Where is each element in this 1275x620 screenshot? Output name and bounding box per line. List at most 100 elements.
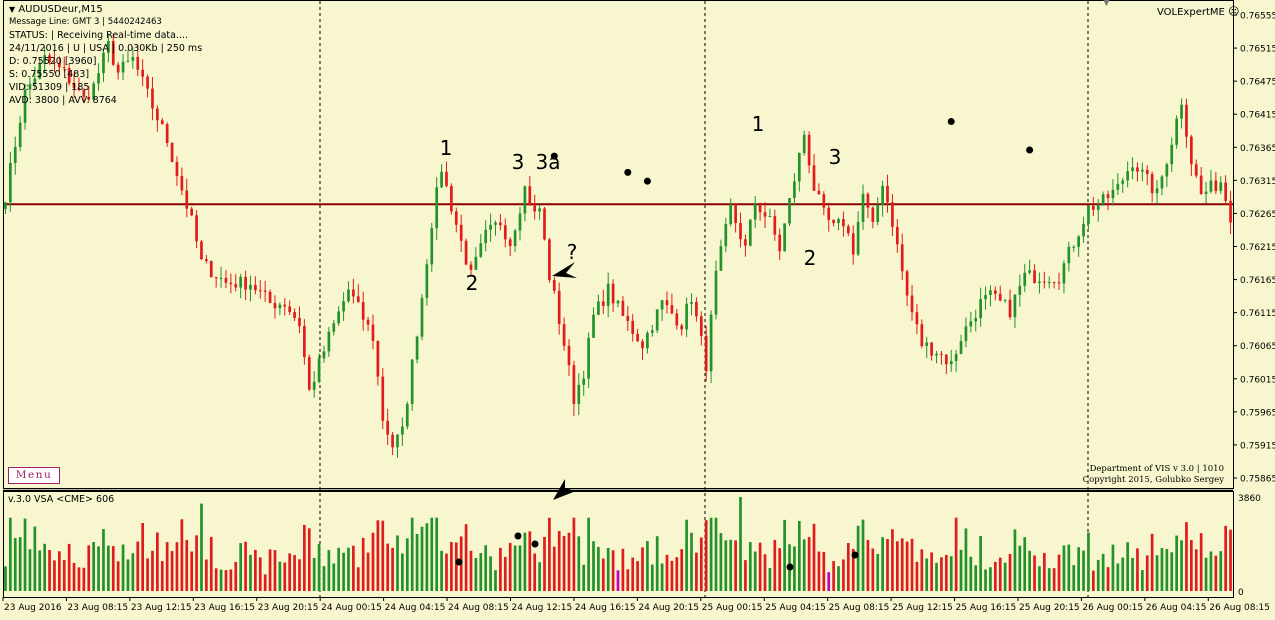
scroll-arrow-icon[interactable]: ▼: [1103, 0, 1110, 8]
dropdown-triangle-icon[interactable]: ▼: [9, 5, 16, 14]
volume-bar: [915, 561, 919, 591]
candle-body: [538, 208, 541, 212]
price-axis-label: 0.76365: [1240, 144, 1275, 154]
candle-body: [655, 309, 659, 331]
volume-bar: [1096, 559, 1100, 591]
volume-bar: [1140, 570, 1144, 591]
volume-bar: [18, 537, 22, 591]
volume-bar: [136, 541, 140, 591]
candle-body: [1170, 144, 1174, 165]
volume-bar: [660, 563, 664, 591]
candle-body: [425, 264, 429, 298]
volume-bar: [685, 519, 688, 591]
candle: [48, 52, 51, 65]
candle: [910, 284, 914, 321]
candle-body: [592, 314, 595, 338]
candle-body: [891, 202, 894, 227]
candle-body: [812, 165, 816, 191]
candle-body: [822, 194, 826, 208]
candle-body: [802, 134, 806, 153]
candle: [993, 286, 997, 301]
candle-body: [62, 67, 66, 69]
candle: [33, 66, 37, 90]
candle-body: [1091, 205, 1095, 210]
candle: [724, 217, 728, 253]
candle: [376, 340, 380, 386]
candle: [1214, 171, 1218, 195]
candle-body: [797, 152, 801, 182]
candle-body: [13, 147, 17, 164]
candle: [38, 59, 42, 80]
candle: [288, 300, 292, 316]
candle: [381, 368, 385, 430]
candle: [185, 178, 189, 218]
volume-bar: [494, 570, 497, 591]
candle: [1013, 294, 1017, 329]
volume-bar: [724, 540, 728, 591]
volume-bar: [107, 545, 110, 591]
volume-bar: [1047, 568, 1051, 591]
candle: [788, 197, 791, 227]
candle-body: [317, 358, 321, 382]
candle: [895, 219, 899, 253]
annotation-label: 1: [752, 112, 765, 136]
annotation-label: 3a: [536, 150, 561, 174]
candle-body: [410, 359, 414, 405]
volume-bar: [597, 546, 600, 591]
time-axis-label: 26 Aug 08:15: [1209, 603, 1270, 613]
candle-body: [1165, 164, 1169, 177]
candle: [1116, 173, 1120, 196]
candle: [793, 173, 796, 206]
time-axis-label: 24 Aug 08:15: [448, 603, 509, 613]
candle-body: [209, 260, 213, 278]
candle: [28, 76, 32, 99]
volume-bar: [111, 546, 115, 591]
candle-body: [837, 219, 840, 224]
time-axis-label: 25 Aug 20:15: [1019, 603, 1080, 613]
volume-bar: [993, 561, 997, 591]
volume-bar: [518, 545, 522, 591]
volume-bar: [719, 533, 723, 591]
volume-bar: [165, 542, 169, 591]
volume-bar: [254, 549, 257, 591]
candle-body: [151, 88, 154, 109]
candle-body: [1209, 180, 1213, 192]
volume-bar: [1067, 544, 1071, 591]
candle: [709, 310, 713, 383]
candle: [646, 330, 649, 354]
volume-bar: [837, 566, 840, 591]
volume-bar: [156, 532, 159, 591]
candle: [82, 88, 86, 102]
volume-bar: [905, 541, 909, 591]
candle-body: [342, 301, 345, 312]
volume-bar: [141, 523, 145, 591]
candle: [832, 219, 835, 227]
candle-body: [376, 340, 380, 377]
candle: [165, 122, 169, 147]
candle: [273, 295, 277, 319]
candle-body: [28, 84, 32, 90]
volume-bar: [1180, 540, 1183, 591]
candle: [1180, 98, 1183, 129]
volume-bar: [180, 519, 184, 591]
volume-bar: [1082, 550, 1085, 591]
volume-bar: [1204, 557, 1208, 591]
time-axis-label: 23 Aug 12:15: [131, 603, 192, 613]
candle: [503, 218, 507, 248]
candle: [1062, 260, 1066, 294]
candle: [312, 371, 316, 398]
volume-bar: [538, 562, 541, 591]
menu-button[interactable]: Menu: [8, 467, 60, 484]
smiley-icon[interactable]: ☹: [1228, 5, 1240, 18]
candle-body: [43, 55, 47, 64]
volume-bar: [450, 541, 453, 591]
candle-body: [984, 295, 987, 300]
price-axis-label: 0.76065: [1240, 342, 1275, 352]
candle-body: [283, 304, 287, 307]
candle-body: [709, 314, 713, 372]
candle-body: [548, 239, 551, 281]
candle-body: [675, 313, 679, 326]
volume-bar: [842, 559, 845, 591]
candle: [195, 210, 198, 249]
